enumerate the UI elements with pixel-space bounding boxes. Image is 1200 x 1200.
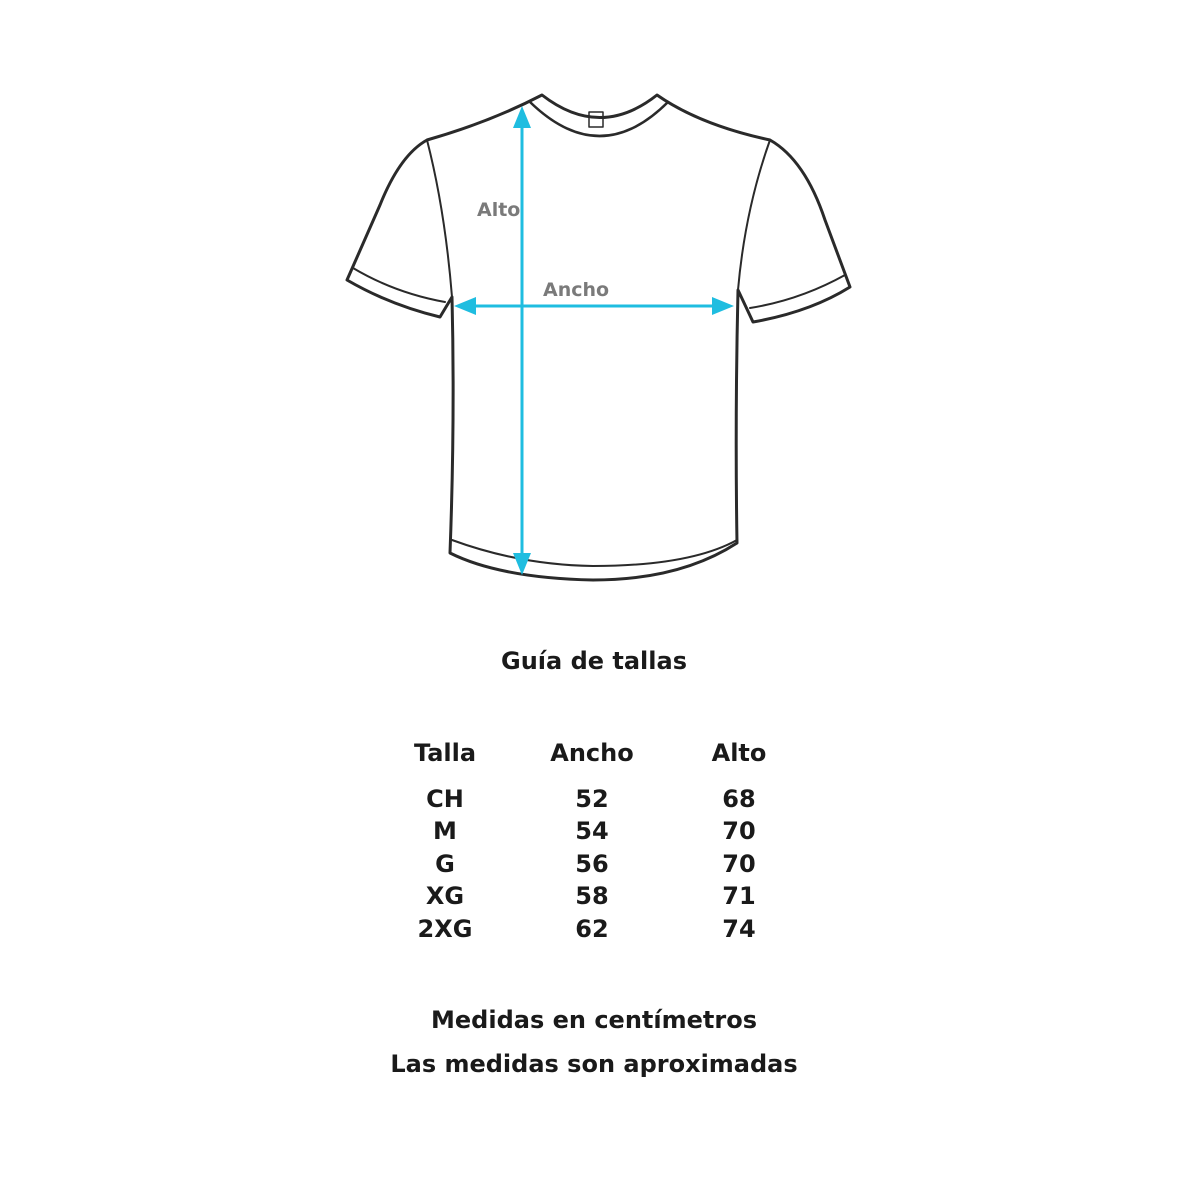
height-label: Alto (477, 199, 521, 221)
left-sleeve-seam (426, 139, 453, 298)
cell-size: CH (426, 785, 464, 813)
shirt-outline (345, 93, 852, 582)
collar-tag (588, 111, 604, 128)
height-arrow-top-icon (513, 106, 531, 128)
cell-height: 70 (722, 817, 756, 845)
left-cuff-line (352, 267, 446, 303)
right-cuff-line (749, 274, 846, 309)
cell-width: 58 (575, 882, 609, 910)
units-note: Medidas en centímetros (431, 1006, 757, 1034)
cell-height: 68 (722, 785, 756, 813)
cell-width: 52 (575, 785, 609, 813)
cell-height: 74 (722, 915, 756, 943)
collar-line (528, 100, 670, 138)
cell-width: 56 (575, 850, 609, 878)
cell-size: M (433, 817, 457, 845)
width-arrow-right-icon (712, 297, 734, 315)
cell-height: 71 (722, 882, 756, 910)
height-arrow-bottom-icon (513, 553, 531, 575)
cell-size: XG (425, 882, 465, 910)
cell-size: 2XG (417, 915, 473, 943)
width-arrow-left-icon (454, 297, 476, 315)
cell-height: 70 (722, 850, 756, 878)
approximate-note: Las medidas son aproximadas (390, 1050, 798, 1078)
width-label: Ancho (543, 279, 610, 301)
header-height: Alto (711, 739, 767, 767)
right-sleeve-seam (737, 139, 771, 291)
page-title: Guía de tallas (501, 647, 687, 675)
cell-width: 62 (575, 915, 609, 943)
hem-line (451, 539, 738, 567)
header-size: Talla (413, 739, 477, 767)
header-width: Ancho (550, 739, 634, 767)
cell-size: G (435, 850, 455, 878)
tshirt-diagram (345, 93, 852, 582)
cell-width: 54 (575, 817, 609, 845)
